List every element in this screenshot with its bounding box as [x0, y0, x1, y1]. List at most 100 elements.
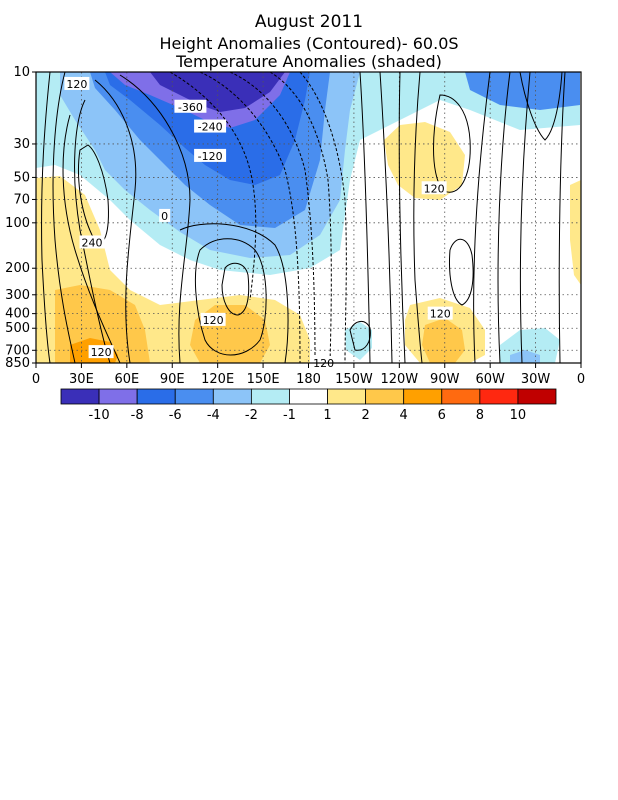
- anomaly-region-neg2-lower: [510, 350, 540, 363]
- x-tick-label: 60E: [114, 372, 139, 387]
- contour-line: [78, 144, 109, 243]
- x-tick-label: 90W: [430, 372, 460, 387]
- contour-label: 120: [203, 314, 224, 327]
- colorbar-swatch: [441, 388, 481, 405]
- colorbar-label: -8: [131, 408, 144, 423]
- x-tick-label: 180: [296, 372, 321, 387]
- contour-line: [497, 72, 511, 363]
- y-tick-label: 200: [5, 261, 30, 276]
- contour-line: [558, 72, 566, 363]
- colorbar-swatch: [365, 388, 405, 405]
- colorbar-swatch: [60, 388, 100, 405]
- contour-line: [433, 94, 471, 193]
- contour-label-background: [200, 312, 226, 326]
- colorbar-label: -2: [245, 408, 258, 423]
- contour-label: 240: [82, 236, 103, 249]
- x-tick-label: 30W: [521, 372, 551, 387]
- contour-label-background: [427, 306, 453, 320]
- contour-line: [519, 72, 563, 141]
- y-tick-label: 10: [13, 65, 30, 80]
- y-tick-label: 500: [5, 321, 30, 336]
- x-tick-label: 90E: [160, 372, 185, 387]
- contour-label: 120: [424, 182, 445, 195]
- x-tick-label: 120W: [380, 372, 418, 387]
- colorbar: -10 -8 -6 -4 -2 -1 1 2 4 6 8 10: [60, 388, 557, 423]
- temperature-anomaly-shading: [36, 72, 581, 363]
- contour-label-background: [174, 99, 207, 113]
- colorbar-label: -10: [88, 408, 109, 423]
- contour-label-background: [159, 208, 171, 222]
- anomaly-region-pos2-lower: [422, 318, 465, 363]
- colorbar-swatch: [479, 388, 519, 405]
- contour-line: [94, 79, 137, 363]
- x-tick-label: 0: [32, 372, 40, 387]
- contour-line: [41, 72, 51, 363]
- colorbar-swatch: [327, 388, 367, 405]
- y-tick-label: 70: [13, 192, 30, 207]
- contour-line: [299, 72, 347, 363]
- anomaly-region-neg10: [150, 72, 285, 112]
- height-anomaly-contours: [41, 72, 566, 363]
- x-tick-label: 120E: [201, 372, 234, 387]
- contour-line: [379, 72, 393, 363]
- y-tick-label: 300: [5, 288, 30, 303]
- contour-label: 0: [161, 210, 168, 223]
- chart-title: August 2011: [255, 12, 363, 32]
- colorbar-label: 10: [510, 408, 527, 423]
- contour-label-background: [88, 345, 114, 359]
- contour-line: [349, 321, 371, 351]
- colorbar-label: -4: [207, 408, 220, 423]
- anomaly-region-neg2-east: [465, 72, 580, 110]
- y-tick-label: 50: [13, 170, 30, 185]
- contour-label: 120: [91, 346, 112, 359]
- contour-line: [449, 238, 474, 306]
- y-tick-label: 700: [5, 343, 30, 358]
- colorbar-swatch: [250, 388, 290, 405]
- x-axis: 0 30E 60E 90E 120E 150E 180 150W 120W 90W 60W 30W 0: [32, 363, 585, 387]
- contour-label-background: [64, 76, 90, 90]
- colorbar-swatch: [98, 388, 138, 405]
- contour-label: 120: [66, 78, 87, 91]
- colorbar-swatch: [289, 388, 328, 405]
- contour-line: [519, 72, 531, 363]
- colorbar-swatch: [403, 388, 443, 405]
- colorbar-swatch: [136, 388, 176, 405]
- contour-line: [199, 72, 301, 363]
- colorbar-label: 4: [400, 408, 408, 423]
- contour-line: [398, 72, 406, 363]
- y-tick-label: 850: [5, 356, 30, 371]
- contour-line: [119, 74, 191, 363]
- chart-subtitle-height: Height Anomalies (Contoured)- 60.0S: [159, 34, 458, 53]
- contour-line: [194, 238, 267, 356]
- colorbar-swatch: [174, 388, 214, 405]
- contour-line: [74, 99, 111, 363]
- colorbar-label: -6: [169, 408, 182, 423]
- anomaly-region-pos1-edge: [570, 180, 581, 285]
- contour-label-background: [194, 119, 227, 133]
- contour-line: [221, 262, 250, 316]
- contour-line: [52, 72, 76, 363]
- colorbar-swatch: [517, 388, 557, 405]
- contour-label-background: [79, 235, 105, 249]
- x-tick-label: 30E: [69, 372, 94, 387]
- colorbar-label: -1: [283, 408, 296, 423]
- x-tick-label: 150E: [247, 372, 280, 387]
- contour-line: [179, 223, 289, 363]
- colorbar-label: 6: [438, 408, 446, 423]
- contour-label-background: [421, 181, 447, 195]
- chart-subtitle-temperature: Temperature Anomalies (shaded): [175, 52, 442, 71]
- y-tick-label: 30: [13, 137, 30, 152]
- contour-label: -120: [198, 150, 223, 163]
- colorbar-label: 2: [361, 408, 369, 423]
- contour-label: -240: [198, 121, 223, 134]
- x-tick-label: 0: [577, 372, 585, 387]
- colorbar-label: 1: [323, 408, 331, 423]
- contour-line: [169, 72, 257, 301]
- colorbar-swatch: [212, 388, 252, 405]
- contour-line: [413, 72, 423, 363]
- contour-line: [229, 72, 316, 363]
- x-tick-label: 150W: [335, 372, 373, 387]
